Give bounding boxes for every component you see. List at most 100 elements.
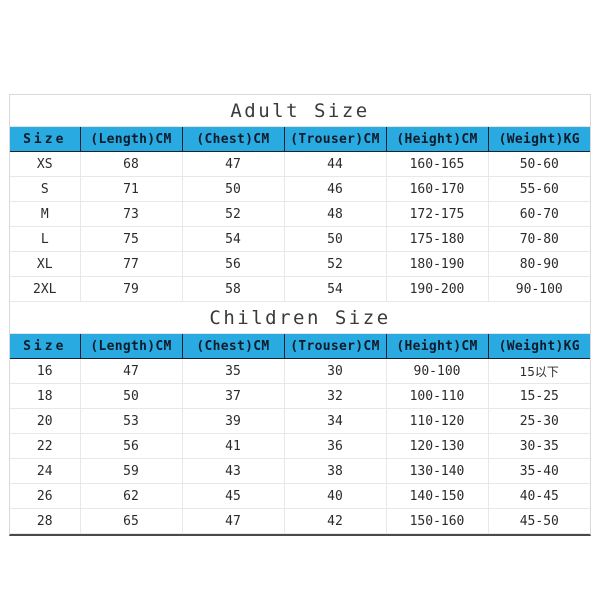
measurement-cell: 48 [284,201,387,227]
column-header: (Chest)CM [181,333,285,359]
cell-value: 110-120 [409,413,465,429]
measurement-cell: 62 [80,483,183,509]
measurement-cell: 58 [182,276,285,302]
cell-value: 47 [123,363,139,379]
cell-value: 172-175 [409,206,465,222]
column-header-row: Size (Length)CM (Chest)CM (Trouser)CM (Heigh… [10,126,591,152]
size-chart-table: Adult Size Size (Length)CM (Chest)CM (Trouse… [10,95,591,534]
cell-value: 56 [123,438,139,454]
measurement-cell: 41 [182,433,285,459]
cell-value: 68 [123,156,139,172]
cell-value: 24 [36,463,53,479]
measurement-cell: 160-170 [386,176,489,202]
column-header-label: (Chest)CM [196,338,270,354]
column-header-label: (Trouser)CM [290,131,380,147]
measurement-cell: 38 [284,458,387,484]
cell-value: 54 [225,231,241,247]
table-row: 28 65 47 42 150-160 45-50 [10,508,591,534]
table-row: XL 77 56 52 180-190 80-90 [10,251,591,277]
cell-value: 77 [123,256,139,272]
measurement-cell: 150-160 [386,508,489,534]
cell-value: 50 [225,181,241,197]
size-cell: M [10,201,81,227]
cell-value: 100-110 [409,388,465,404]
size-cell: XS [10,151,81,177]
cell-value: 34 [327,413,343,429]
measurement-cell: 140-150 [386,483,489,509]
cell-value: S [40,181,49,197]
measurement-cell: 80-90 [488,251,591,277]
cell-value: 45 [225,488,241,504]
cell-value: 38 [327,463,343,479]
cell-value: 65 [123,513,139,529]
measurement-cell: 75 [80,226,183,252]
column-header: (Trouser)CM [283,126,387,152]
size-chart-container: Adult Size Size (Length)CM (Chest)CM (Trouse… [9,94,591,536]
section-title: Children Size [10,301,591,334]
measurement-cell: 40-45 [488,483,591,509]
measurement-cell: 120-130 [386,433,489,459]
column-header-label: (Weight)KG [498,131,580,147]
column-header: (Trouser)CM [283,333,387,359]
cell-value: 41 [225,438,241,454]
cell-value: M [40,206,49,222]
column-header: Size [10,126,81,152]
cell-value: 30-35 [519,438,559,454]
measurement-cell: 77 [80,251,183,277]
size-cell: 26 [10,483,81,509]
cell-value: 175-180 [409,231,465,247]
cell-value: 16 [36,363,53,379]
column-header-label: (Length)CM [90,338,172,354]
cell-value: 40 [327,488,343,504]
cell-value: XS [36,156,53,172]
measurement-cell: 30-35 [488,433,591,459]
cell-value: 35-40 [519,463,559,479]
cell-value: 22 [36,438,53,454]
measurement-cell: 43 [182,458,285,484]
cell-value: 42 [327,513,343,529]
column-header: Size [10,333,81,359]
cell-value: 25-30 [519,413,559,429]
cell-value: 37 [225,388,241,404]
measurement-cell: 70-80 [488,226,591,252]
cell-value: 2XL [33,281,57,297]
cell-value: 60-70 [519,206,559,222]
measurement-cell: 50-60 [488,151,591,177]
column-header-label: (Trouser)CM [290,338,380,354]
column-header: (Length)CM [79,333,183,359]
cell-value: 190-200 [409,281,465,297]
table-row: 16 47 35 30 90-100 15以下 [10,358,591,384]
table-row: 20 53 39 34 110-120 25-30 [10,408,591,434]
table-row: 22 56 41 36 120-130 30-35 [10,433,591,459]
measurement-cell: 35-40 [488,458,591,484]
size-cell: 22 [10,433,81,459]
size-cell: S [10,176,81,202]
measurement-cell: 130-140 [386,458,489,484]
measurement-cell: 47 [182,508,285,534]
measurement-cell: 56 [80,433,183,459]
measurement-cell: 90-100 [386,358,489,384]
cell-value: 30 [327,363,343,379]
measurement-cell: 25-30 [488,408,591,434]
cell-value: 73 [123,206,139,222]
measurement-cell: 40 [284,483,387,509]
column-header: (Height)CM [385,333,489,359]
column-header-label: (Chest)CM [196,131,270,147]
cell-value: 90-100 [413,363,461,379]
size-cell: 16 [10,358,81,384]
measurement-cell: 50 [80,383,183,409]
size-cell: XL [10,251,81,277]
column-header-label: Size [23,131,67,147]
table-row: L 75 54 50 175-180 70-80 [10,226,591,252]
measurement-cell: 36 [284,433,387,459]
column-header-label: (Length)CM [90,131,172,147]
column-header: (Chest)CM [181,126,285,152]
measurement-cell: 47 [182,151,285,177]
table-row: M 73 52 48 172-175 60-70 [10,201,591,227]
column-header-label: (Weight)KG [498,338,580,354]
measurement-cell: 37 [182,383,285,409]
cell-value: 45-50 [519,513,559,529]
cell-value: 15以下 [519,364,559,379]
cell-value: 48 [327,206,343,222]
